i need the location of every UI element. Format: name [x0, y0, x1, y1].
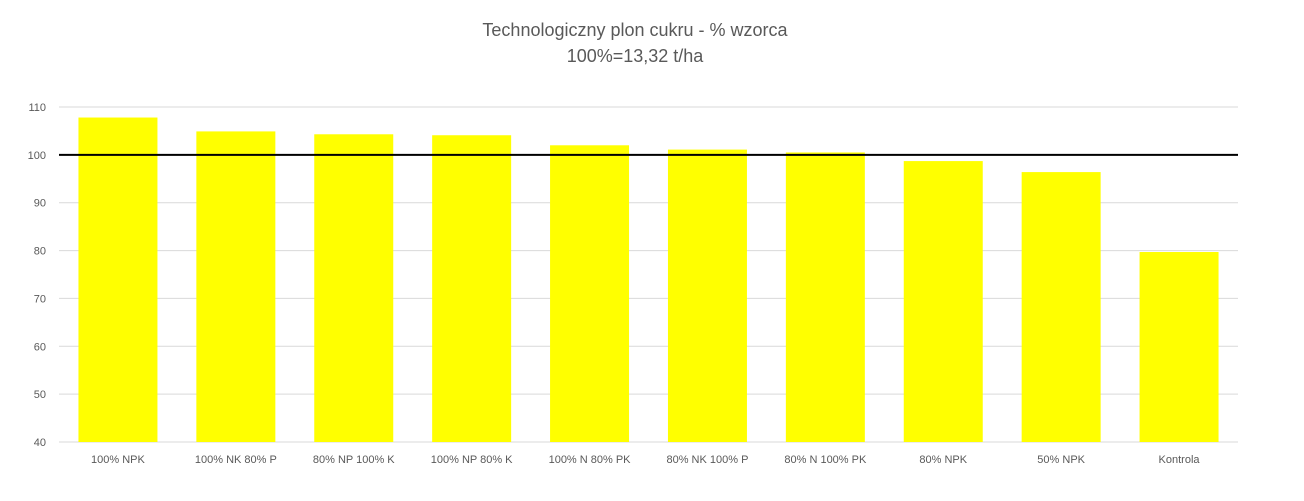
x-tick-label: 50% NPK [1037, 454, 1085, 466]
x-tick-label: 100% N 80% PK [549, 454, 632, 466]
x-axis: 100% NPK 100% NK 80% P 80% NP 100% K 100% N… [91, 454, 1200, 466]
x-tick-label: 80% NK 100% P [666, 454, 748, 466]
bar [432, 135, 512, 442]
bar [785, 152, 865, 442]
bar [78, 117, 158, 443]
bar [1021, 172, 1101, 443]
x-tick-label: 80% NPK [919, 454, 967, 466]
x-tick-label: 100% NP 80% K [431, 454, 513, 466]
y-tick-label: 100 [28, 150, 46, 162]
x-tick-label: 80% N 100% PK [784, 454, 867, 466]
y-tick-label: 70 [34, 293, 46, 305]
bar [196, 131, 276, 442]
y-tick-label: 50 [34, 389, 46, 401]
bar [550, 145, 630, 443]
bar [1139, 252, 1219, 442]
bars [78, 117, 1219, 443]
bar [314, 134, 394, 442]
y-tick-label: 40 [34, 437, 46, 449]
y-tick-label: 110 [28, 102, 46, 114]
bar [667, 149, 747, 443]
chart-subtitle: 100%=13,32 t/ha [567, 46, 705, 66]
y-tick-label: 90 [34, 198, 46, 210]
x-tick-label: 100% NPK [91, 454, 145, 466]
x-tick-label: 100% NK 80% P [195, 454, 277, 466]
y-tick-label: 80 [34, 246, 46, 258]
y-axis: 40 50 60 70 80 90 100 110 [28, 102, 46, 449]
y-tick-label: 60 [34, 341, 46, 353]
chart-title: Technologiczny plon cukru - % wzorca [482, 20, 788, 40]
x-tick-label: 80% NP 100% K [313, 454, 395, 466]
x-tick-label: Kontrola [1159, 454, 1201, 466]
bar [903, 161, 983, 443]
